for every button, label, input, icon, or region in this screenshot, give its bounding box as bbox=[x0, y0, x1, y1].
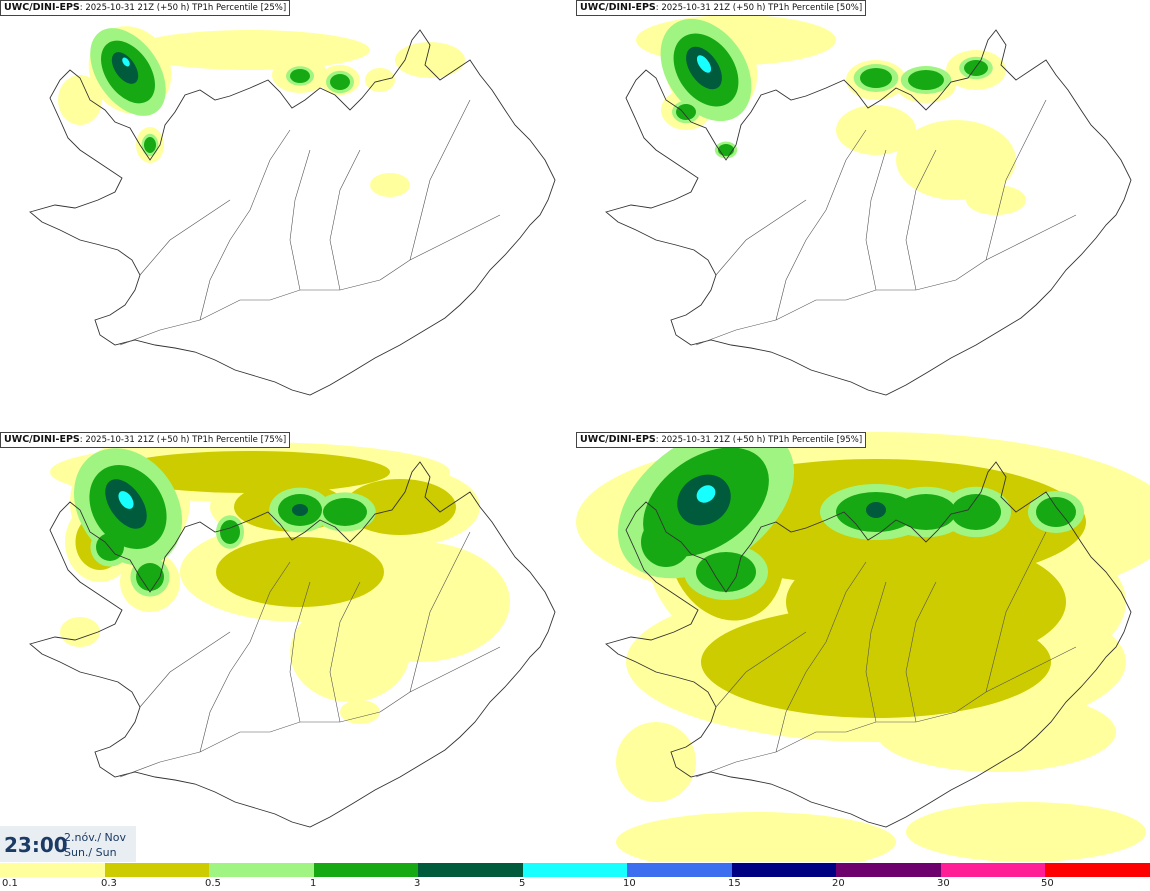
precip-area-moderate bbox=[216, 537, 384, 607]
precip-area-heavy bbox=[951, 494, 1001, 530]
precip-area-heavy bbox=[1036, 497, 1076, 527]
precip-area-extreme bbox=[118, 491, 134, 509]
precip-map bbox=[576, 432, 1150, 862]
colorbar-swatch bbox=[836, 863, 941, 877]
precip-area-heavy bbox=[96, 533, 124, 561]
precip-area-heavy bbox=[330, 74, 350, 90]
colorbar-tick-label: 30 bbox=[937, 878, 950, 889]
colorbar-swatch bbox=[522, 863, 628, 877]
iceland-coastline bbox=[29, 29, 556, 396]
precip-area-heavy bbox=[696, 552, 756, 592]
precip-area-extreme bbox=[696, 485, 716, 503]
precip-field bbox=[636, 15, 1026, 215]
precip-area-heavy bbox=[860, 68, 892, 88]
panel-title: UWC/DINI-EPS: 2025-10-31 21Z (+50 h) TP1… bbox=[576, 432, 867, 448]
precip-area-heavy bbox=[220, 520, 240, 544]
panel-title: UWC/DINI-EPS: 2025-10-31 21Z (+50 h) TP1… bbox=[0, 432, 291, 448]
coastline bbox=[605, 461, 1132, 828]
colorbar-tick-label: 0.5 bbox=[205, 878, 221, 889]
precip-field bbox=[58, 26, 465, 197]
precip-map bbox=[29, 26, 556, 396]
precip-area-light bbox=[130, 30, 370, 70]
precip-area-heavy bbox=[896, 494, 956, 530]
precip-area-heavy bbox=[908, 70, 944, 90]
precip-area-light bbox=[896, 120, 1016, 200]
precip-area-moderate bbox=[701, 606, 1051, 718]
precip-area-heavy bbox=[144, 137, 156, 153]
iceland-coastline bbox=[605, 461, 1132, 828]
map-panel-p50: UWC/DINI-EPS: 2025-10-31 21Z (+50 h) TP1… bbox=[576, 0, 1150, 430]
precip-area-heavy bbox=[641, 517, 691, 567]
colorbar-tick-label: 0.1 bbox=[2, 878, 18, 889]
precip-area-extreme bbox=[696, 55, 712, 73]
precip-area-extreme bbox=[122, 57, 130, 67]
precip-area-very-heavy bbox=[866, 502, 886, 518]
precip-area-light bbox=[290, 602, 410, 702]
colorbar-swatch bbox=[940, 863, 1046, 877]
map-panel-p95: UWC/DINI-EPS: 2025-10-31 21Z (+50 h) TP1… bbox=[576, 432, 1150, 862]
colorbar-tick-label: 10 bbox=[623, 878, 636, 889]
colorbar-labels: 0.1 0.3 0.5 1 3 5 10 15 20 30 50 bbox=[0, 877, 1150, 891]
precip-map bbox=[605, 15, 1132, 396]
precip-area-heavy bbox=[718, 144, 734, 156]
coastline bbox=[29, 29, 556, 396]
valid-time-box: 23:00 2.nóv./ Nov Sun./ Sun bbox=[0, 826, 136, 862]
panel-title: UWC/DINI-EPS: 2025-10-31 21Z (+50 h) TP1… bbox=[0, 0, 291, 16]
precip-area-light bbox=[340, 700, 380, 724]
precip-area-heavy bbox=[323, 498, 367, 526]
precip-area-heavy bbox=[676, 104, 696, 120]
colorbar-tick-label: 20 bbox=[832, 878, 845, 889]
valid-day-line: Sun./ Sun bbox=[64, 846, 117, 859]
road-network bbox=[119, 99, 501, 346]
precip-area-very-heavy bbox=[292, 504, 308, 516]
precip-colorbar bbox=[0, 863, 1150, 877]
precip-area-light bbox=[906, 802, 1146, 862]
iceland-coastline bbox=[605, 29, 1132, 396]
precip-area-light bbox=[616, 812, 896, 862]
colorbar-tick-label: 15 bbox=[728, 878, 741, 889]
colorbar-swatch bbox=[418, 863, 523, 877]
colorbar-swatch bbox=[313, 863, 419, 877]
colorbar-swatch bbox=[731, 863, 837, 877]
precip-area-heavy bbox=[964, 60, 988, 76]
colorbar-tick-label: 1 bbox=[310, 878, 317, 889]
road-network bbox=[695, 99, 1077, 346]
map-panel-p25: UWC/DINI-EPS: 2025-10-31 21Z (+50 h) TP1… bbox=[0, 0, 574, 430]
colorbar-swatch bbox=[627, 863, 732, 877]
precip-area-light bbox=[370, 173, 410, 197]
road-network bbox=[119, 531, 501, 778]
precip-area-heavy bbox=[290, 69, 310, 83]
coastline bbox=[29, 461, 556, 828]
colorbar-swatch bbox=[104, 863, 210, 877]
colorbar-swatch bbox=[0, 863, 105, 877]
coastline bbox=[605, 29, 1132, 396]
colorbar-swatch bbox=[209, 863, 314, 877]
precip-area-light bbox=[616, 722, 696, 802]
colorbar-tick-label: 3 bbox=[414, 878, 421, 889]
precip-area-light bbox=[58, 75, 102, 125]
precip-area-very-heavy bbox=[111, 52, 139, 84]
precip-area-light bbox=[966, 185, 1026, 215]
map-panel-p75: UWC/DINI-EPS: 2025-10-31 21Z (+50 h) TP1… bbox=[0, 432, 574, 862]
colorbar-tick-label: 5 bbox=[519, 878, 526, 889]
precip-area-light bbox=[60, 617, 100, 647]
valid-date-line: 2.nóv./ Nov bbox=[64, 831, 127, 844]
precip-area-light bbox=[365, 68, 395, 92]
road-network bbox=[695, 531, 1077, 778]
valid-time-clock: 23:00 bbox=[4, 833, 68, 857]
precip-field bbox=[576, 432, 1150, 862]
precip-area-heavy bbox=[136, 563, 164, 591]
colorbar-tick-label: 50 bbox=[1041, 878, 1054, 889]
precip-area-moderate bbox=[110, 451, 390, 493]
precip-area-light bbox=[395, 42, 465, 78]
panel-title: UWC/DINI-EPS: 2025-10-31 21Z (+50 h) TP1… bbox=[576, 0, 867, 16]
colorbar-swatch bbox=[1045, 863, 1150, 877]
iceland-coastline bbox=[29, 461, 556, 828]
precip-map bbox=[29, 442, 556, 828]
colorbar-tick-label: 0.3 bbox=[101, 878, 117, 889]
precip-area-light bbox=[836, 105, 916, 155]
